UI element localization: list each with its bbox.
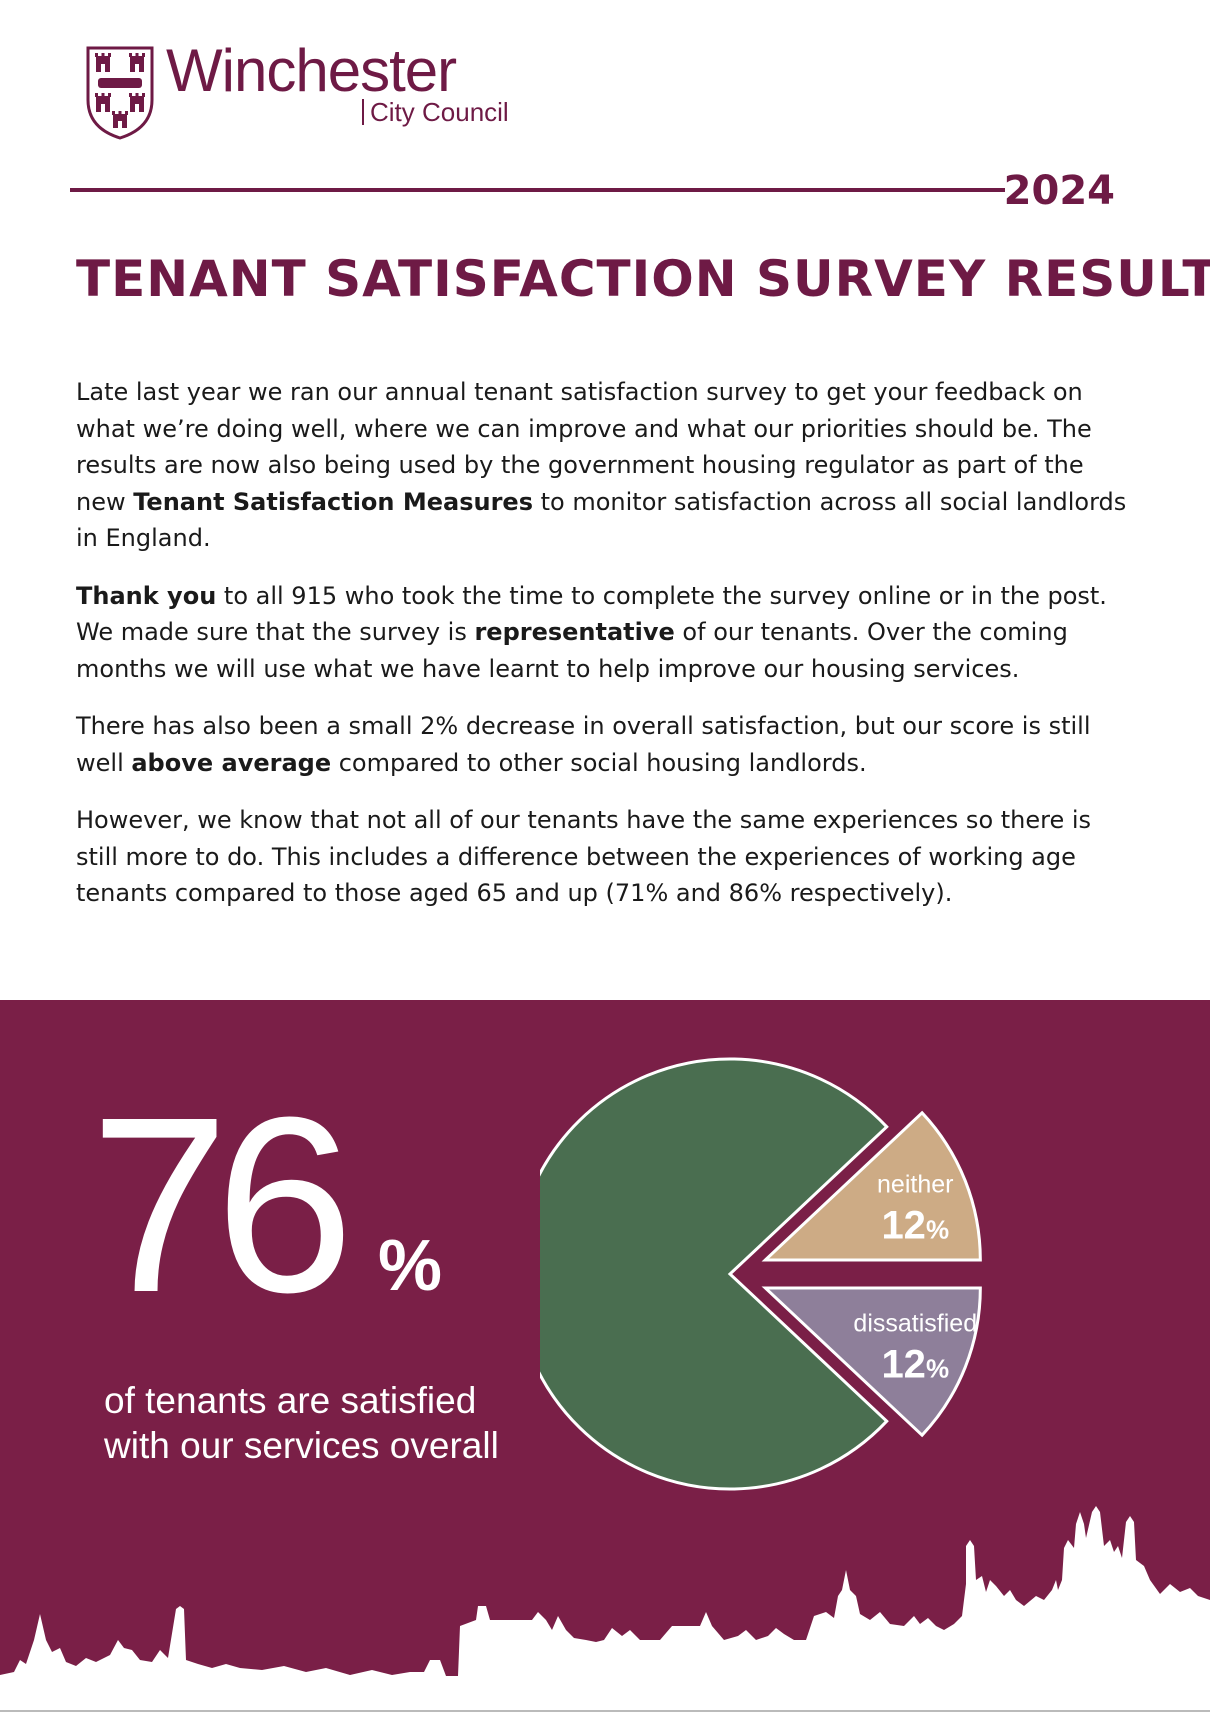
headline-caption: of tenants are satisfied with our servic…: [104, 1378, 544, 1468]
intro-paragraph-2: Thank you to all 915 who took the time t…: [76, 578, 1136, 688]
city-skyline-illustration: [0, 1506, 1210, 1716]
p3-text-a: There has also been a small 2% decrease …: [76, 712, 1091, 777]
pie-label-neither: neither: [877, 1171, 953, 1199]
p3-bold: above average: [131, 748, 332, 777]
caption-line-2: with our services overall: [104, 1425, 499, 1466]
p2-text-b: of our tenants. Over the coming months w…: [76, 618, 1068, 683]
intro-paragraph-3: There has also been a small 2% decrease …: [76, 708, 1136, 781]
caption-line-1: of tenants are satisfied: [104, 1380, 477, 1421]
p1-text-a: Late last year we ran our annual tenant …: [76, 378, 1092, 516]
intro-paragraph-1: Late last year we ran our annual tenant …: [76, 374, 1136, 557]
p2-text-a: to all 915 who took the time to complete…: [76, 581, 1107, 647]
council-logo: Winchester City Council: [84, 37, 564, 144]
p3-text-b: compared to other social housing landlor…: [331, 748, 867, 777]
pie-value-neither: 12%: [881, 1204, 949, 1248]
p2-bold-2: representative: [474, 618, 675, 646]
headline-number: 76: [90, 1065, 354, 1344]
intro-paragraph-4: However, we know that not all of our ten…: [76, 806, 1092, 907]
pie-value-dissatisfied: 12%: [881, 1342, 949, 1386]
logo-subtitle: City Council: [362, 99, 509, 125]
satisfaction-pie-chart: neither 12% dissatisfied 12%: [540, 1057, 982, 1491]
pie-slice-dissatisfied: [761, 1286, 982, 1438]
pie-slice-satisfied: [540, 1057, 889, 1491]
pie-slice-neither: [761, 1110, 982, 1262]
year-label: 2024: [1003, 168, 1115, 214]
intro-text: Late last year we ran our annual tenant …: [76, 374, 1136, 933]
p2-bold-1: Thank you: [76, 581, 217, 610]
p1-text-b: to monitor satisfaction across all socia…: [76, 487, 1127, 553]
page-title: TENANT SATISFACTION SURVEY RESULTS: [76, 250, 1210, 308]
pie-label-dissatisfied: dissatisfied: [853, 1309, 977, 1337]
logo-name: Winchester: [166, 37, 457, 104]
bottom-rule: [0, 1710, 1210, 1712]
headline-percent: %: [378, 1226, 443, 1306]
crest-icon: [86, 46, 154, 140]
header-rule: [70, 188, 1005, 192]
p1-bold: Tenant Satisfaction Measures: [133, 487, 533, 516]
